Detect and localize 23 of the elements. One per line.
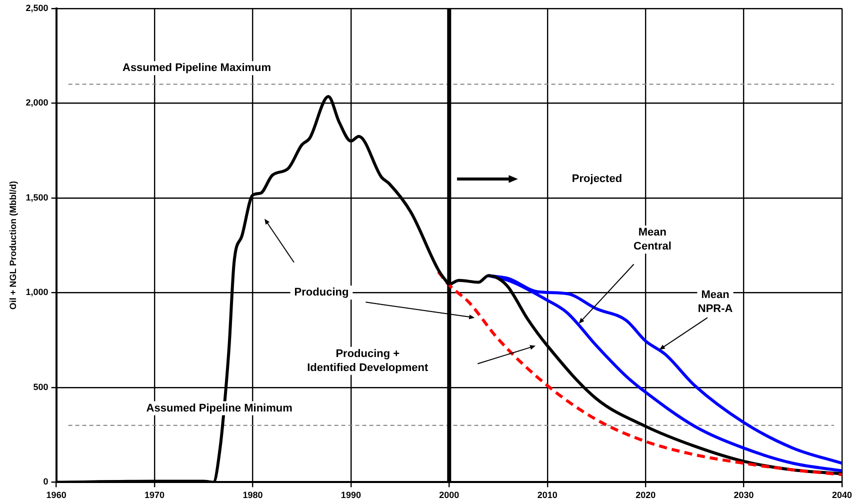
y-tick-label: 2,500	[26, 2, 48, 13]
x-tick-label: 2020	[636, 490, 656, 500]
y-tick-label: 0	[43, 476, 48, 487]
y-tick-label: 1,500	[26, 192, 48, 202]
x-tick-label: 1990	[340, 490, 361, 500]
ref-line-label: Assumed Pipeline Minimum	[146, 402, 293, 414]
annotation: Mean NPR-A	[698, 289, 733, 316]
annotation: Producing	[294, 286, 349, 299]
y-tick-label: 1,000	[26, 287, 48, 298]
y-tick-label: 2,000	[26, 98, 48, 108]
x-tick-label: 2030	[734, 490, 754, 500]
annotation: Projected	[572, 173, 622, 185]
ref-line-label: Assumed Pipeline Maximum	[122, 62, 272, 74]
x-tick-label: 1960	[46, 490, 66, 500]
x-tick-label: 2010	[537, 490, 558, 500]
y-tick-label: 500	[33, 382, 48, 392]
x-tick-label: 1970	[144, 490, 165, 500]
x-tick-label: 1980	[242, 490, 263, 500]
x-tick-label: 2040	[832, 490, 852, 500]
x-tick-label: 2000	[439, 490, 460, 500]
y-axis-title: Oil + NGL Production (Mbbl/d)	[8, 181, 18, 310]
annotation: Producing + Identified Development	[307, 348, 428, 374]
annotation: Mean Central	[634, 226, 672, 253]
